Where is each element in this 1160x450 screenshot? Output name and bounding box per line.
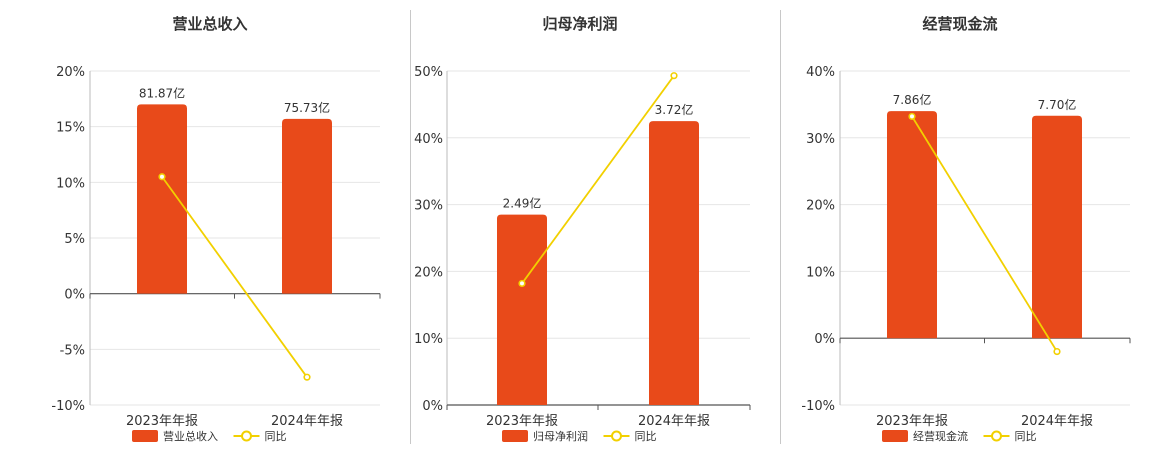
bar-value-label: 2.49亿 — [503, 196, 542, 211]
bar-value-label: 7.70亿 — [1038, 97, 1077, 112]
legend-label-yoy: 同比 — [1015, 430, 1037, 443]
chart-title: 营业总收入 — [172, 15, 247, 33]
series-line-yoy — [161, 176, 308, 378]
series-point-yoy — [908, 112, 916, 121]
y-tick-label: 0% — [422, 399, 443, 414]
y-tick-label: 50% — [414, 65, 443, 80]
x-tick-label: 2023年年报 — [486, 414, 558, 429]
legend-label-bar: 归母净利润 — [533, 429, 588, 443]
legend-swatch-bar — [132, 430, 158, 442]
chart-title: 归母净利润 — [542, 15, 617, 33]
bar-value-label: 7.86亿 — [893, 92, 932, 107]
bar-value-label: 81.87亿 — [139, 85, 185, 100]
chart-title: 经营现金流 — [922, 15, 997, 33]
y-tick-label: -10% — [801, 399, 835, 414]
x-tick-label: 2023年年报 — [126, 414, 198, 429]
bar-value-label: 75.73亿 — [284, 100, 330, 115]
y-tick-label: 0% — [814, 332, 835, 347]
legend-marker-yoy — [991, 430, 1002, 442]
series-point-yoy — [303, 373, 311, 381]
y-tick-label: 20% — [806, 199, 835, 214]
y-tick-label: 15% — [56, 121, 85, 136]
series-point-yoy — [158, 173, 166, 181]
panel-divider — [410, 10, 411, 444]
y-tick-label: 10% — [414, 332, 443, 347]
legend-label-bar: 营业总收入 — [163, 429, 218, 443]
y-tick-label: -5% — [60, 343, 85, 358]
y-tick-label: 20% — [414, 265, 443, 280]
legend-label-yoy: 同比 — [635, 430, 657, 443]
x-tick-label: 2024年年报 — [638, 414, 710, 429]
y-tick-label: 10% — [56, 176, 85, 191]
legend-marker-yoy — [611, 430, 622, 442]
bar-value-label: 3.72亿 — [655, 102, 694, 117]
y-tick-label: -10% — [51, 399, 85, 414]
x-tick-label: 2023年年报 — [876, 414, 948, 429]
panel-divider — [780, 10, 781, 444]
y-tick-label: 5% — [64, 232, 85, 247]
y-tick-label: 10% — [806, 265, 835, 280]
series-point-yoy — [518, 279, 526, 288]
x-tick-label: 2024年年报 — [1021, 414, 1093, 429]
bar — [887, 111, 937, 339]
bar — [137, 104, 187, 294]
legend-label-yoy: 同比 — [265, 430, 287, 443]
series-line-yoy — [911, 115, 1058, 353]
legend-swatch-bar — [882, 430, 908, 442]
x-tick-label: 2024年年报 — [271, 414, 343, 429]
y-tick-label: 0% — [64, 288, 85, 303]
legend-swatch-bar — [502, 430, 528, 442]
y-tick-label: 30% — [414, 199, 443, 214]
y-tick-label: 30% — [806, 132, 835, 147]
y-tick-label: 40% — [806, 65, 835, 80]
bar — [282, 118, 332, 294]
series-point-yoy — [1053, 347, 1061, 356]
legend-marker-yoy — [241, 430, 252, 442]
y-tick-label: 40% — [414, 132, 443, 147]
bar — [497, 214, 547, 405]
bar — [649, 121, 699, 405]
legend-label-bar: 经营现金流 — [913, 429, 968, 443]
series-line-yoy — [521, 75, 675, 284]
series-point-yoy — [670, 72, 678, 80]
bar — [1032, 115, 1082, 339]
y-tick-label: 20% — [56, 65, 85, 80]
